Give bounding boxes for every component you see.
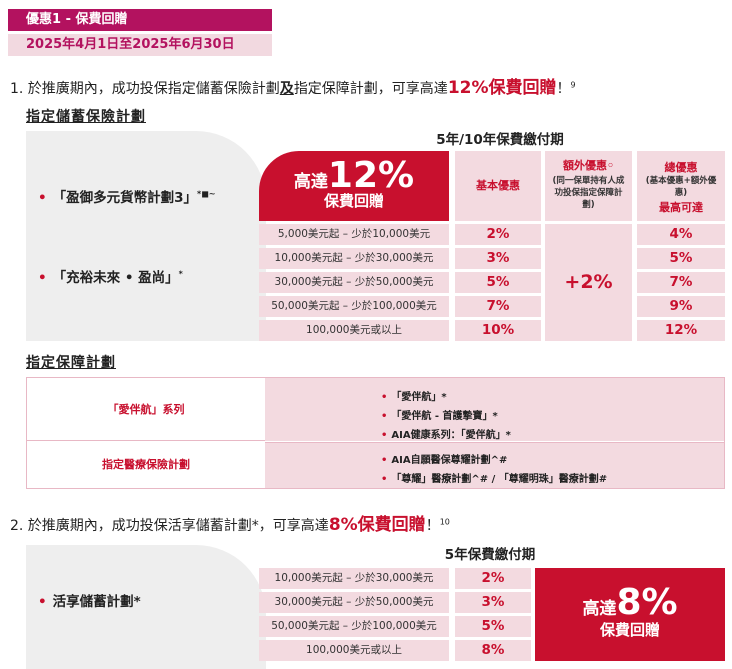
live-value-1: 2% <box>455 568 531 589</box>
item2-text: 2. 於推廣期內，成功投保活享儲蓄計劃*，可享高達8%保費回贈！10 <box>10 515 450 535</box>
live-value-2: 3% <box>455 592 531 613</box>
protection-item: • AIA健康系列：「愛伴航」* <box>381 430 511 441</box>
savings-total-4: 9% <box>637 296 725 317</box>
protection-heading: 指定保障計劃 <box>26 355 116 371</box>
col-basic-header: 基本優惠 <box>455 151 541 221</box>
savings-range-2: 10,000美元起 – 少於30,000美元 <box>259 248 449 269</box>
savings-range-3: 30,000美元起 – 少於50,000美元 <box>259 272 449 293</box>
live-plan: • 活享儲蓄計劃* <box>38 594 141 610</box>
live-value-3: 5% <box>455 616 531 637</box>
protection-group-2-label: 指定醫療保險計劃 <box>27 442 265 488</box>
savings-promo-box: 高達12% 保費回贈 <box>259 151 449 221</box>
live-range-3: 50,000美元起 – 少於100,000美元 <box>259 616 449 637</box>
savings-heading: 指定儲蓄保險計劃 <box>26 109 146 125</box>
savings-plan-panel <box>26 131 266 341</box>
live-plan-panel <box>26 545 266 669</box>
savings-range-4: 50,000美元起 – 少於100,000美元 <box>259 296 449 317</box>
savings-basic-5: 10% <box>455 320 541 341</box>
savings-range-1: 5,000美元起 – 少於10,000美元 <box>259 224 449 245</box>
protection-item: • AIA自願醫保尊耀計劃^# <box>381 455 508 466</box>
savings-range-5: 100,000美元或以上 <box>259 320 449 341</box>
live-range-4: 100,000美元或以上 <box>259 640 449 661</box>
savings-total-1: 4% <box>637 224 725 245</box>
live-range-2: 30,000美元起 – 少於50,000美元 <box>259 592 449 613</box>
col-total-header: 總優惠 (基本優惠+額外優惠) 最高可達 <box>637 151 725 221</box>
protection-item: • 「愛伴航」* <box>381 392 447 403</box>
protection-group-1-label: 「愛伴航」系列 <box>27 378 265 441</box>
savings-extra-value: +2% <box>545 224 632 341</box>
savings-total-5: 12% <box>637 320 725 341</box>
item1-text: 1. 於推廣期內，成功投保指定儲蓄保險計劃及指定保障計劃，可享高達12%保費回贈… <box>10 78 576 98</box>
col-extra-header: 額外優惠◦ (同一保單持有人成功投保指定保障計劃) <box>545 151 632 221</box>
savings-basic-3: 5% <box>455 272 541 293</box>
savings-basic-2: 3% <box>455 248 541 269</box>
live-promo-box: 高達8% 保費回贈 <box>535 568 725 661</box>
protection-item: • 「愛伴航 - 首護摯寶」* <box>381 411 498 422</box>
savings-plan-1: • 「盈御多元貨幣計劃3」*■~ <box>38 189 216 207</box>
savings-total-3: 7% <box>637 272 725 293</box>
savings-basic-1: 2% <box>455 224 541 245</box>
live-period-header: 5年保費繳付期 <box>444 547 536 563</box>
protection-item: • 「尊耀」醫療計劃^# / 「尊耀明珠」醫療計劃# <box>381 474 608 485</box>
protection-group-2-items: • AIA自願醫保尊耀計劃^# • 「尊耀」醫療計劃^# / 「尊耀明珠」醫療計劃# <box>265 442 724 488</box>
offer-title: 優惠1 - 保費回贈 <box>8 9 272 31</box>
savings-period-header: 5年/10年保費繳付期 <box>436 132 564 148</box>
savings-basic-4: 7% <box>455 296 541 317</box>
savings-total-2: 5% <box>637 248 725 269</box>
protection-table <box>26 377 725 489</box>
protection-group-1-items: • 「愛伴航」* • 「愛伴航 - 首護摯寶」* • AIA健康系列：「愛伴航」* <box>265 378 724 441</box>
offer-date-range: 2025年4月1日至2025年6月30日 <box>8 34 272 56</box>
live-range-1: 10,000美元起 – 少於30,000美元 <box>259 568 449 589</box>
savings-plan-2: • 「充裕未來 • 盈尚」* <box>38 269 183 287</box>
live-value-4: 8% <box>455 640 531 661</box>
